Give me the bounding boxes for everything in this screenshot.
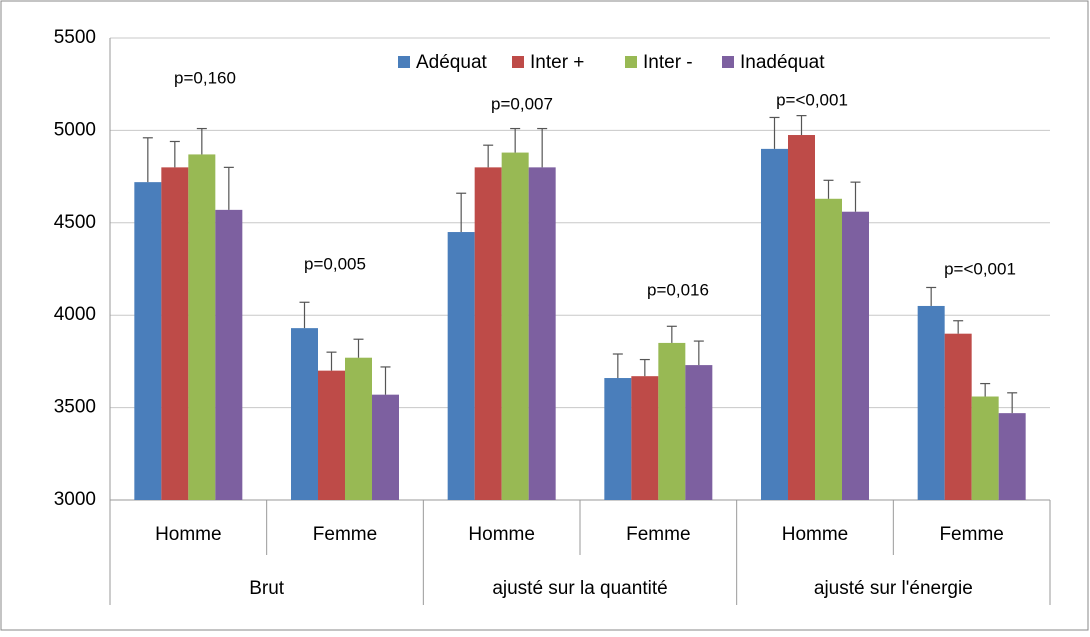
bar <box>447 232 475 501</box>
bar <box>161 167 189 501</box>
legend-swatch <box>722 56 734 68</box>
legend-swatch <box>398 56 410 68</box>
error-bar <box>639 358 650 377</box>
error-bar <box>353 338 364 358</box>
error-bar <box>510 127 521 153</box>
x-tick-label: Femme <box>626 524 690 545</box>
y-tick-label: 5500 <box>54 27 96 48</box>
bar <box>917 305 945 500</box>
error-bar <box>537 127 548 168</box>
bar <box>372 394 399 500</box>
bar <box>528 167 556 501</box>
error-bar <box>926 286 937 306</box>
bar <box>761 148 788 500</box>
error-bar <box>823 179 834 199</box>
bar <box>318 370 345 500</box>
bar <box>842 211 869 500</box>
y-tick-label: 5000 <box>54 119 96 140</box>
legend-label: Inter + <box>530 52 584 73</box>
bar <box>788 135 815 500</box>
error-bar <box>666 325 677 343</box>
bar <box>685 365 713 500</box>
group-label: Brut <box>249 578 285 599</box>
legend-label: Adéquat <box>416 52 488 73</box>
error-bar <box>456 192 467 233</box>
error-bar <box>769 116 780 149</box>
legend-label: Inter - <box>643 52 693 73</box>
legend-swatch <box>512 56 524 68</box>
bar <box>345 357 372 500</box>
bar <box>971 396 999 500</box>
error-bar <box>850 181 861 212</box>
group-label: ajusté sur la quantité <box>492 578 667 599</box>
annotation: p=0,005 <box>304 254 366 273</box>
error-bar <box>483 144 494 168</box>
bar <box>815 198 842 500</box>
error-bar <box>1007 392 1018 414</box>
x-tick-label: Homme <box>468 524 535 545</box>
legend-label: Inadéquat <box>740 52 825 73</box>
bar <box>215 209 243 500</box>
error-bar <box>299 301 310 329</box>
error-bar <box>142 137 153 183</box>
bar <box>658 342 686 500</box>
error-bar <box>980 382 991 397</box>
x-tick-label: Femme <box>939 524 1003 545</box>
error-bar <box>223 166 234 210</box>
error-bar <box>612 353 623 379</box>
bar <box>188 154 216 500</box>
y-tick-label: 3000 <box>54 489 96 510</box>
error-bar <box>953 320 964 334</box>
y-tick-label: 4500 <box>54 212 96 233</box>
annotation: p=0,160 <box>174 68 236 87</box>
group-label: ajusté sur l'énergie <box>814 578 973 599</box>
bar <box>501 152 529 501</box>
bar <box>134 182 162 501</box>
error-bar <box>796 115 807 136</box>
bar <box>998 413 1026 500</box>
error-bar <box>380 366 391 395</box>
error-bar <box>196 127 207 155</box>
error-bar <box>693 340 704 366</box>
annotation: p=<0,001 <box>776 90 848 109</box>
annotation: p=<0,001 <box>944 259 1016 278</box>
annotation: p=0,016 <box>647 280 709 299</box>
y-tick-label: 3500 <box>54 397 96 418</box>
error-bar <box>326 351 337 371</box>
bar <box>631 376 659 500</box>
bar <box>604 378 632 500</box>
error-bar <box>169 140 180 168</box>
bar <box>291 328 318 500</box>
x-tick-label: Homme <box>155 524 222 545</box>
y-tick-label: 4000 <box>54 304 96 325</box>
bar <box>474 167 502 501</box>
x-tick-label: Femme <box>313 524 377 545</box>
annotation: p=0,007 <box>491 94 553 113</box>
x-tick-label: Homme <box>782 524 849 545</box>
bar <box>944 333 972 500</box>
legend-swatch <box>625 56 637 68</box>
